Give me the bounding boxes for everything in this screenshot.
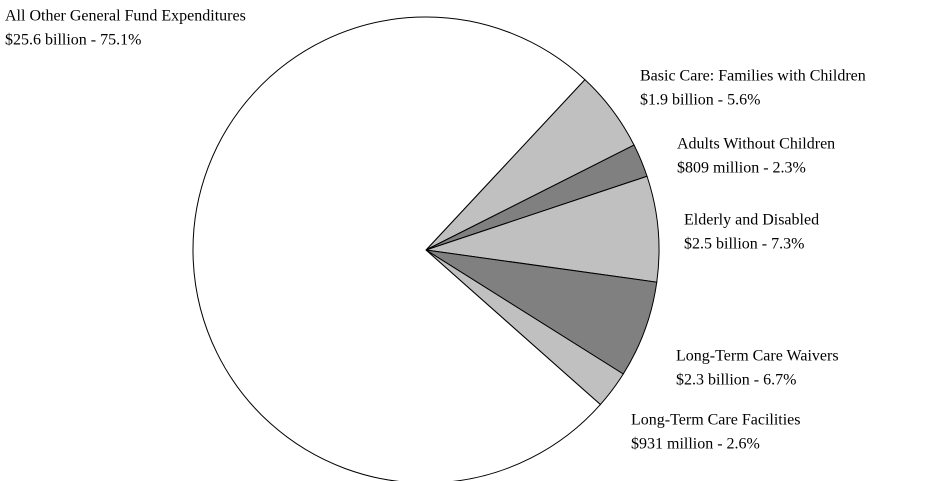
slice-label: Basic Care: Families with Children: [640, 68, 866, 85]
slice-label: Long-Term Care Waivers: [676, 348, 839, 365]
slice-label: Long-Term Care Facilities: [631, 412, 801, 429]
value-label: $931 million - 2.6%: [631, 436, 760, 453]
value-label: $1.9 billion - 5.6%: [640, 92, 760, 109]
value-label: $25.6 billion - 75.1%: [5, 32, 141, 49]
slice-label: Adults Without Children: [677, 136, 835, 153]
slice-label: All Other General Fund Expenditures: [5, 8, 246, 25]
pie-slice: [192, 16, 602, 481]
value-label: $809 million - 2.3%: [677, 160, 806, 177]
slice-label: Elderly and Disabled: [684, 212, 819, 229]
value-label: $2.3 billion - 6.7%: [676, 372, 796, 389]
value-label: $2.5 billion - 7.3%: [684, 236, 804, 253]
pie-slice: [425, 175, 660, 283]
